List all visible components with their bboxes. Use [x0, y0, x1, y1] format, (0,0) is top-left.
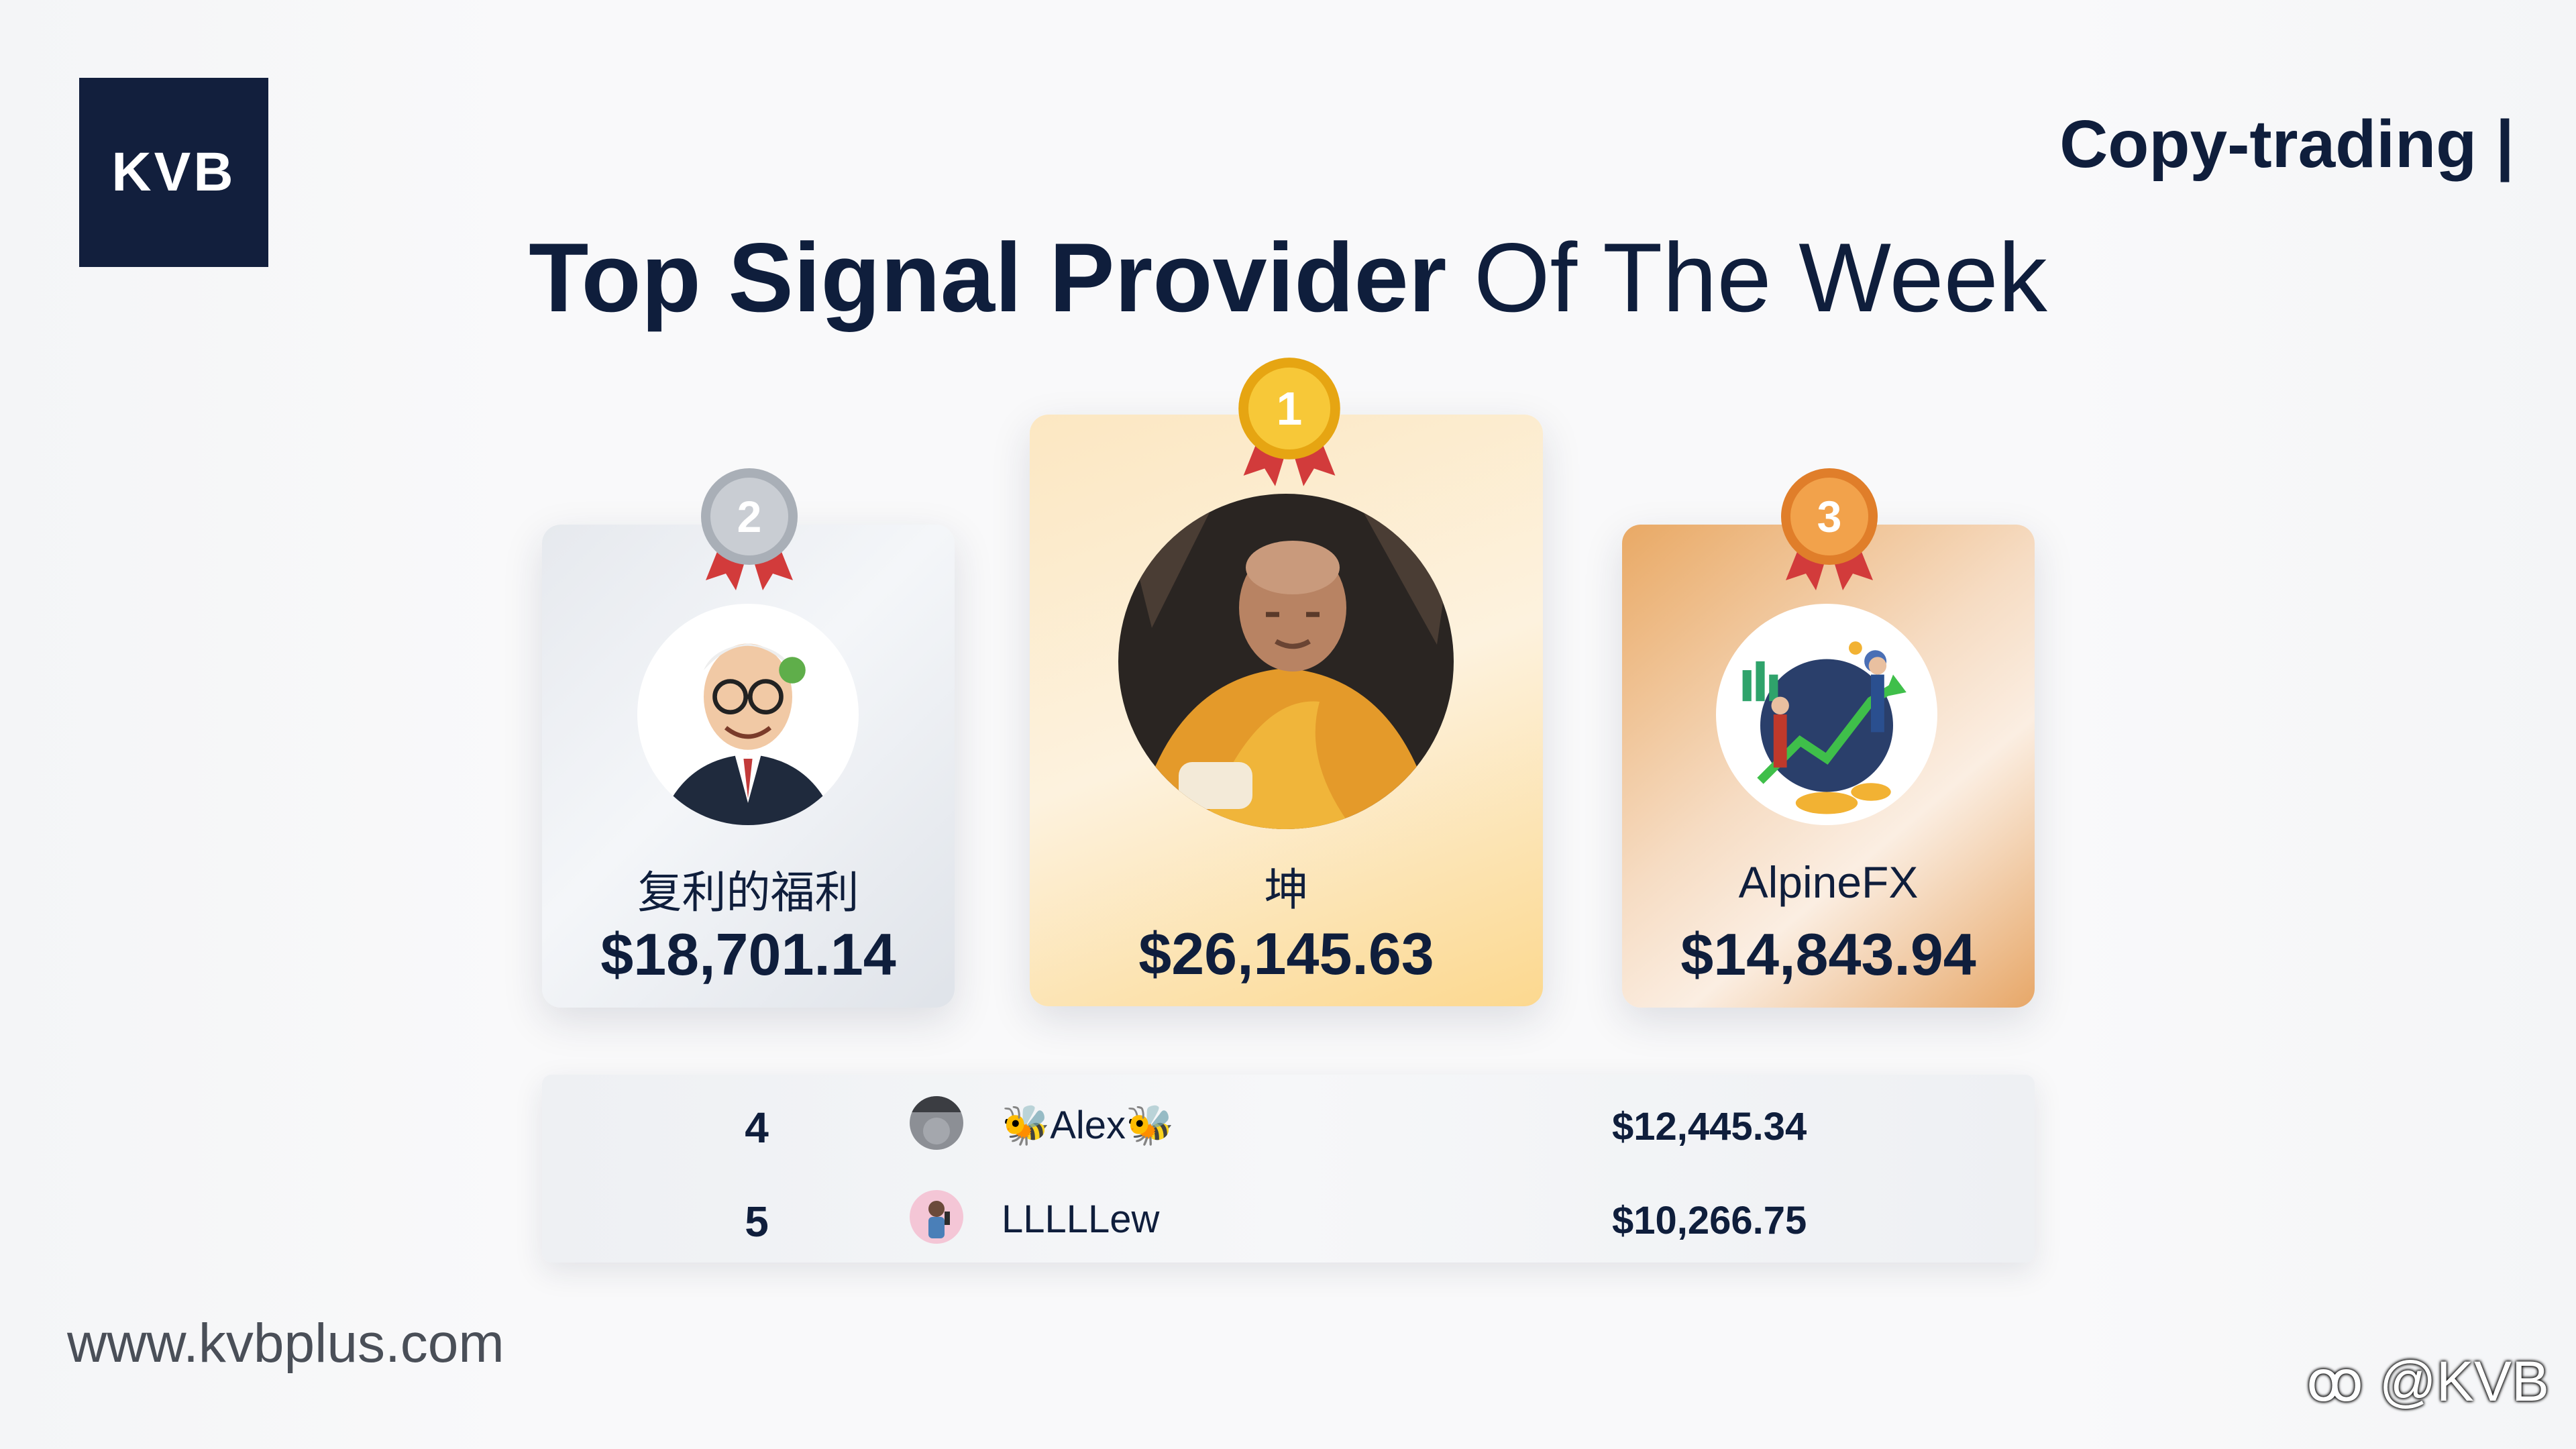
- gold-medal-icon: 1: [1236, 356, 1343, 490]
- row-name: LLLLLew: [1002, 1197, 1160, 1241]
- provider-amount: $14,843.94: [1680, 921, 1976, 987]
- section-tag: Copy-trading |: [2059, 107, 2514, 182]
- provider-name: AlpineFX: [1738, 857, 1919, 907]
- provider-amount: $18,701.14: [600, 921, 896, 987]
- podium-card-1: 坤 $26,145.63: [1030, 415, 1543, 1006]
- weibo-watermark: ꝏ @KVB: [2306, 1348, 2549, 1414]
- logo-text: KVB: [111, 142, 236, 203]
- table-row: 5 LLLLLew $10,266.75: [542, 1169, 2035, 1263]
- row-rank: 5: [745, 1197, 769, 1246]
- table-row: 4 🐝Alex🐝 $12,445.34: [542, 1075, 2035, 1169]
- podium-card-2: 复利的福利 $18,701.14: [542, 525, 955, 1008]
- row-amount: $10,266.75: [1612, 1199, 1807, 1242]
- monk-photo-icon: [1118, 494, 1454, 829]
- watermark-text: @KVB: [2379, 1350, 2549, 1413]
- podium-card-3: AlpineFX $14,843.94: [1622, 525, 2035, 1008]
- user-avatar-icon: [910, 1096, 963, 1150]
- user-avatar-icon: [910, 1190, 963, 1244]
- medal-rank-3: 3: [1817, 492, 1842, 541]
- ranking-table: 4 🐝Alex🐝 $12,445.34 5 LLLLLew $10,266.75: [542, 1075, 2035, 1263]
- weibo-icon: ꝏ: [2306, 1350, 2364, 1413]
- cartoon-investor-icon: [637, 604, 859, 825]
- page-title: Top Signal Provider Of The Week: [0, 221, 2576, 334]
- row-rank: 4: [745, 1104, 769, 1152]
- title-bold: Top Signal Provider: [529, 223, 1447, 332]
- medal-rank-2: 2: [737, 492, 762, 541]
- silver-medal-icon: 2: [699, 466, 800, 594]
- finance-illustration-icon: [1716, 604, 1937, 825]
- provider-amount: $26,145.63: [1138, 920, 1434, 987]
- bronze-medal-icon: 3: [1779, 466, 1880, 594]
- provider-name: 坤: [1264, 865, 1309, 914]
- row-amount: $12,445.34: [1612, 1105, 1807, 1148]
- website-url[interactable]: www.kvbplus.com: [67, 1313, 504, 1374]
- title-regular: Of The Week: [1474, 223, 2047, 332]
- medal-rank-1: 1: [1277, 382, 1303, 435]
- kvb-logo: KVB: [79, 78, 268, 267]
- provider-name: 复利的福利: [637, 867, 859, 917]
- row-name: 🐝Alex🐝: [1002, 1104, 1175, 1147]
